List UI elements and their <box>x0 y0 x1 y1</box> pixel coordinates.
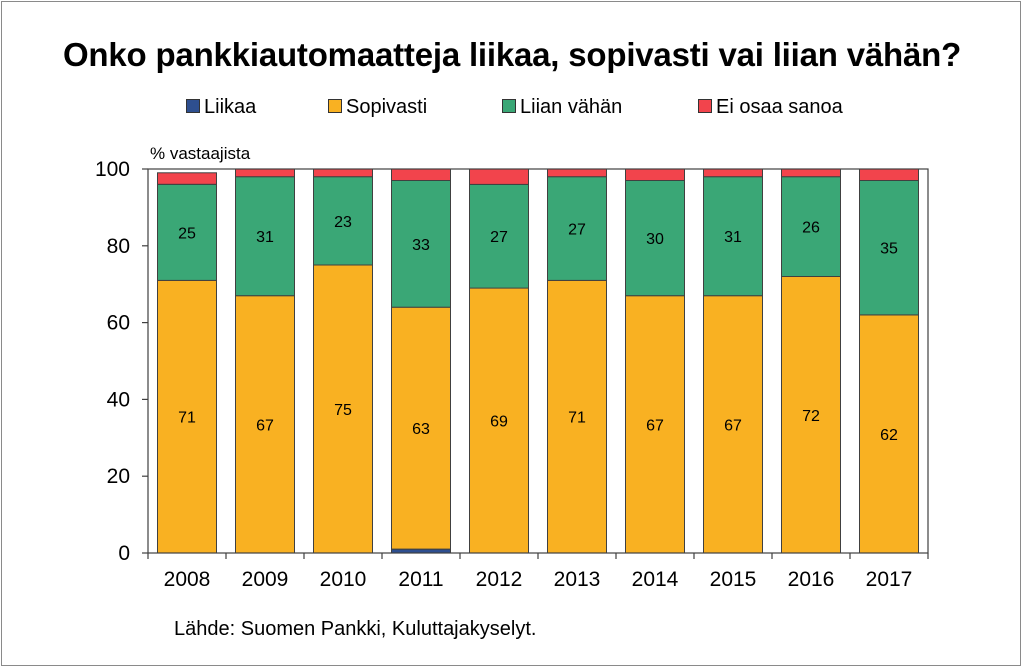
y-tick-label-40: 40 <box>107 388 130 411</box>
x-tick-label-2014: 2014 <box>632 568 679 591</box>
bar-liian-vahan-2009 <box>235 176 295 297</box>
y-tick-label-0: 0 <box>118 542 130 565</box>
y-axis-unit-label: % vastaajista <box>150 144 251 163</box>
legend-label-sopivasti: Sopivasti <box>346 96 428 118</box>
bar-liian-vahan-2014 <box>625 180 685 297</box>
y-tick-label-80: 80 <box>107 235 130 258</box>
legend-item-liikaa: Liikaa <box>186 96 256 119</box>
legend-swatch-sopivasti <box>328 99 342 113</box>
data-label-liian-vahan-2013: 27 <box>568 222 586 239</box>
y-tick-label-60: 60 <box>107 312 130 335</box>
legend-item-liian-vahan: Liian vähän <box>502 96 622 119</box>
legend-label-ei-osaa-sanoa: Ei osaa sanoa <box>716 96 843 118</box>
bar-sopivasti-2017 <box>859 314 919 554</box>
bar-ei-osaa-sanoa-2009 <box>235 168 295 178</box>
bar-ei-osaa-sanoa-2010 <box>313 168 373 178</box>
legend-swatch-ei-osaa-sanoa <box>698 99 712 113</box>
data-label-liian-vahan-2016: 26 <box>802 220 820 237</box>
x-tick-label-2017: 2017 <box>866 568 913 591</box>
source-note: Lähde: Suomen Pankki, Kuluttajakyselyt. <box>174 618 537 640</box>
data-label-sopivasti-2016: 72 <box>802 408 820 425</box>
bar-ei-osaa-sanoa-2008 <box>157 172 217 185</box>
data-label-sopivasti-2010: 75 <box>334 402 352 419</box>
y-tick-label-100: 100 <box>95 158 130 181</box>
data-label-liian-vahan-2010: 23 <box>334 214 352 231</box>
chart-title: Onko pankkiautomaatteja liikaa, sopivast… <box>62 36 962 73</box>
bar-sopivasti-2014 <box>625 295 685 554</box>
bar-liian-vahan-2016 <box>781 176 841 277</box>
bar-ei-osaa-sanoa-2016 <box>781 168 841 178</box>
legend-item-sopivasti: Sopivasti <box>328 96 427 119</box>
bar-sopivasti-2010 <box>313 264 373 554</box>
data-label-liian-vahan-2008: 25 <box>178 225 196 242</box>
legend-item-ei-osaa-sanoa: Ei osaa sanoa <box>698 96 843 119</box>
data-label-sopivasti-2017: 62 <box>880 427 898 444</box>
data-label-sopivasti-2009: 67 <box>256 417 274 434</box>
bar-ei-osaa-sanoa-2012 <box>469 168 529 185</box>
x-tick-label-2010: 2010 <box>320 568 367 591</box>
legend-label-liikaa: Liikaa <box>204 96 257 118</box>
bar-ei-osaa-sanoa-2017 <box>859 168 919 181</box>
legend-swatch-liikaa <box>186 99 200 113</box>
bar-ei-osaa-sanoa-2011 <box>391 168 451 181</box>
data-label-liian-vahan-2012: 27 <box>490 229 508 246</box>
x-tick-label-2012: 2012 <box>476 568 523 591</box>
bar-sopivasti-2009 <box>235 295 295 554</box>
data-label-liian-vahan-2009: 31 <box>256 229 274 246</box>
bar-sopivasti-2016 <box>781 276 841 554</box>
data-label-liian-vahan-2014: 30 <box>646 231 664 248</box>
data-label-sopivasti-2012: 69 <box>490 414 508 431</box>
bar-sopivasti-2012 <box>469 287 529 554</box>
bar-liian-vahan-2011 <box>391 180 451 308</box>
bar-liian-vahan-2015 <box>703 176 763 297</box>
legend-label-liian-vahan: Liian vähän <box>520 96 623 118</box>
bar-sopivasti-2013 <box>547 279 607 554</box>
x-tick-label-2008: 2008 <box>164 568 211 591</box>
x-tick-label-2015: 2015 <box>710 568 757 591</box>
legend-swatch-liian-vahan <box>502 99 516 113</box>
legend: Liikaa Sopivasti Liian vähän Ei osaa san… <box>0 96 1024 120</box>
data-label-sopivasti-2008: 71 <box>178 410 196 427</box>
data-label-sopivasti-2015: 67 <box>724 417 742 434</box>
bar-ei-osaa-sanoa-2014 <box>625 168 685 181</box>
bar-ei-osaa-sanoa-2013 <box>547 168 607 178</box>
x-tick-label-2013: 2013 <box>554 568 601 591</box>
bar-liian-vahan-2010 <box>313 176 373 266</box>
bar-liian-vahan-2008 <box>157 183 217 281</box>
bar-liian-vahan-2017 <box>859 180 919 316</box>
bar-sopivasti-2015 <box>703 295 763 554</box>
bar-ei-osaa-sanoa-2015 <box>703 168 763 178</box>
x-tick-label-2011: 2011 <box>398 568 443 591</box>
x-tick-label-2009: 2009 <box>242 568 289 591</box>
bar-liian-vahan-2013 <box>547 176 607 281</box>
y-tick-label-20: 20 <box>107 465 130 488</box>
data-label-liian-vahan-2015: 31 <box>724 229 742 246</box>
bar-liian-vahan-2012 <box>469 183 529 289</box>
data-label-sopivasti-2011: 63 <box>412 421 430 438</box>
data-label-liian-vahan-2017: 35 <box>880 241 898 258</box>
data-label-liian-vahan-2011: 33 <box>412 237 430 254</box>
data-label-sopivasti-2013: 71 <box>568 410 586 427</box>
data-label-sopivasti-2014: 67 <box>646 417 664 434</box>
x-tick-label-2016: 2016 <box>788 568 835 591</box>
